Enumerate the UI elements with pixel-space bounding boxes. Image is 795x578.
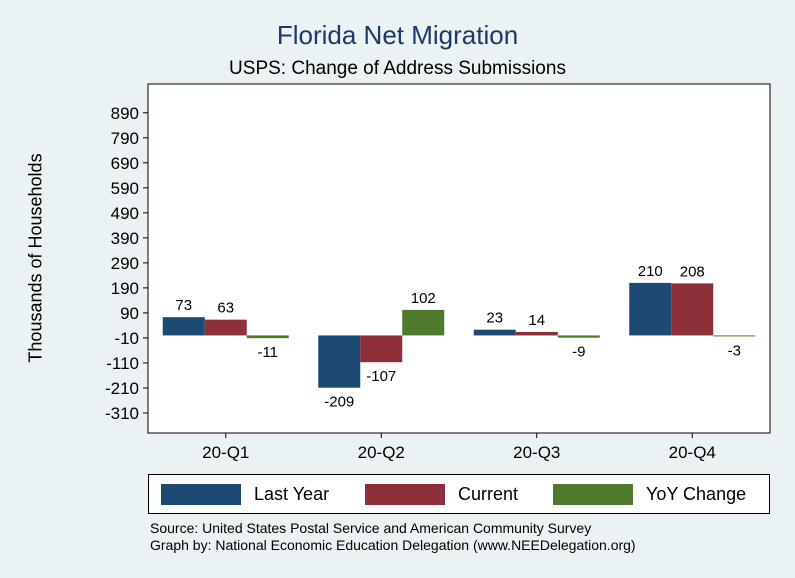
y-tick-label: 890 [111,104,139,123]
bar-value-label: -3 [728,342,741,359]
bar-value-label: 102 [411,290,436,307]
bar [515,331,558,336]
bar-value-label: -209 [324,394,354,411]
bar [713,335,756,337]
legend-item: Current [365,475,518,513]
bar [318,335,361,388]
y-tick-label: 90 [120,304,139,323]
legend-label: Last Year [254,483,330,504]
legend-swatch [365,483,445,505]
x-tick-label: 20-Q3 [513,443,560,462]
bar [402,309,445,336]
footer-credit: Graph by: National Economic Education De… [150,537,636,553]
y-tick-label: 290 [111,254,139,273]
bar-value-label: -11 [257,344,278,361]
y-tick-label: 490 [111,204,139,223]
y-tick-label: -110 [106,354,139,373]
bar [473,329,516,336]
plot-background [147,83,771,434]
legend-swatch [161,483,241,505]
bar-value-label: 14 [528,312,545,329]
y-tick-label: -10 [114,329,139,348]
x-axis: 20-Q1 20-Q2 20-Q3 20-Q4 [202,433,716,462]
bar-value-label: 210 [638,263,663,280]
y-tick-label: 590 [111,179,139,198]
bar [671,283,714,336]
bar [557,335,600,338]
y-tick-label: -210 [105,379,139,398]
bars [162,282,756,388]
bar-value-label: -9 [572,344,585,361]
bar-labels: 73 63 -11 -209 -107 102 23 14 -9 210 208 -3 [175,263,741,411]
bar-value-label: 208 [680,263,705,280]
bar [629,282,672,336]
y-tick-label: 190 [111,279,139,298]
bar-value-label: 63 [217,300,234,317]
y-tick-label: 690 [111,154,139,173]
y-axis: 890 790 690 590 490 390 290 190 90 -10 -110 -210 -31… [105,104,148,423]
chart-title: Florida Net Migration [276,20,519,50]
legend-item: YoY Change [553,475,746,513]
x-tick-label: 20-Q1 [202,443,249,462]
legend-label: YoY Change [646,483,747,504]
y-tick-label: 390 [111,229,139,248]
bar [204,319,247,336]
x-tick-label: 20-Q4 [669,443,716,462]
legend-item: Last Year [161,475,329,513]
y-tick-label: 790 [111,129,139,148]
bar [246,335,289,339]
bar-value-label: 73 [175,297,192,314]
bar-value-label: 23 [486,310,503,327]
bar-value-label: -107 [366,368,396,385]
legend-label: Current [458,483,519,504]
footer-source: Source: United States Postal Service and… [150,520,592,536]
legend-swatch [553,483,633,505]
bar [162,317,205,336]
legend: Last Year Current YoY Change [148,474,770,514]
x-tick-label: 20-Q2 [358,443,405,462]
chart-subtitle: USPS: Change of Address Submissions [229,58,566,79]
bar [360,335,403,363]
y-tick-label: -310 [105,404,139,423]
